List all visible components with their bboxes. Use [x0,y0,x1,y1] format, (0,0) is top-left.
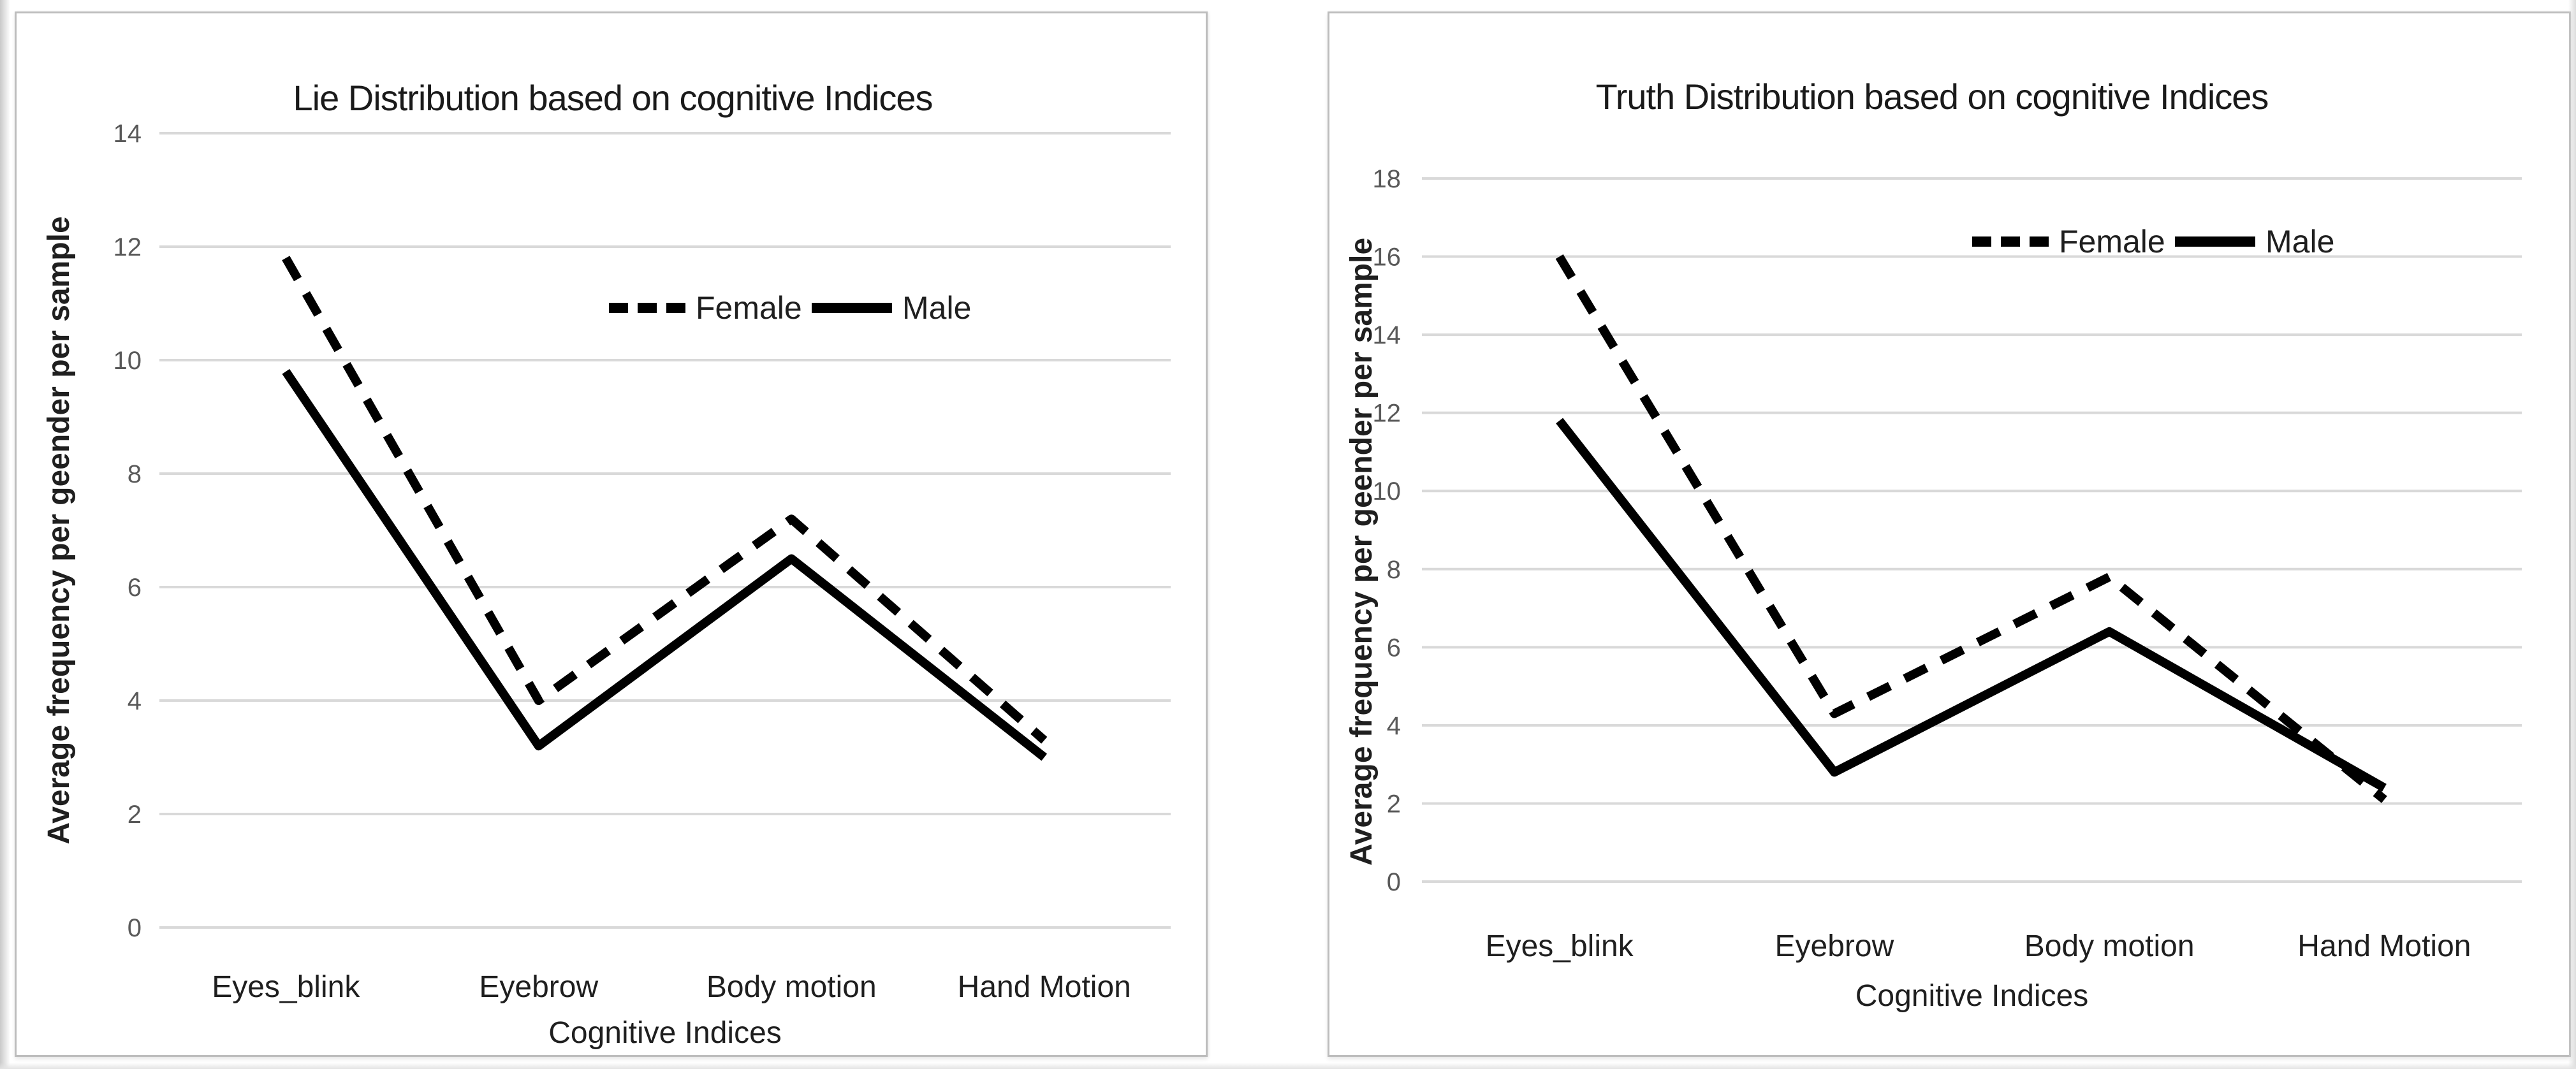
y-tick-label-2: 2 [1387,790,1401,818]
y-tick-label-14: 14 [1373,321,1401,349]
y-tick-label-8: 8 [1387,556,1401,584]
y-axis-title: Average frequency per geender per sample [42,216,76,844]
y-tick-label-4: 4 [1387,712,1401,740]
series-line-male [282,368,1048,761]
truth-distribution-chart-panel: 0 2 4 6 8 10 12 14 16 18 Eyes_blink Eyebrow Body mot… [1328,11,2571,1057]
x-axis-title: Cognitive Indices [548,1016,782,1050]
category-label: Eyes_blink [212,970,360,1004]
legend-label-male: Male [902,290,971,326]
y-tick-label-0: 0 [128,914,142,942]
truth-distribution-chart: 0 2 4 6 8 10 12 14 16 18 Eyes_blink Eyebrow Body mot… [1345,76,2522,1013]
category-label: Eyebrow [479,970,598,1004]
page-left-edge-shadow [0,0,10,1069]
y-tick-label-18: 18 [1373,165,1401,193]
y-tick-label-10: 10 [113,347,142,375]
legend-label-female: Female [696,290,802,326]
category-label: Hand Motion [2297,929,2471,963]
chart-title: Truth Distribution based on cognitive In… [1596,76,2269,117]
y-tick-label-0: 0 [1387,868,1401,896]
y-tick-label-6: 6 [128,574,142,602]
y-tick-label-6: 6 [1387,634,1401,662]
chart-title: Lie Distribution based on cognitive Indi… [293,78,933,118]
y-tick-label-14: 14 [113,120,142,148]
lie-distribution-chart-panel: 0 2 4 6 8 10 12 14 Eyes_blink Eyebrow Body motion H… [15,11,1208,1057]
y-tick-label-4: 4 [128,687,142,715]
series-line-female [1555,254,2387,803]
y-tick-label-12: 12 [113,233,142,261]
series-line-female [282,256,1048,744]
category-label: Eyebrow [1775,929,1894,963]
y-axis-title: Average frequency per geender per sample [1345,238,1379,866]
legend-label-male: Male [2265,224,2334,259]
x-axis-title: Cognitive Indices [1855,979,2089,1013]
lie-distribution-chart: 0 2 4 6 8 10 12 14 Eyes_blink Eyebrow Body motion H… [42,78,1171,1050]
y-tick-label-10: 10 [1373,477,1401,505]
y-tick-label-8: 8 [128,460,142,488]
category-label: Eyes_blink [1486,929,1634,963]
category-label: Hand Motion [958,970,1131,1004]
series-line-male [1556,418,2387,792]
legend-label-female: Female [2059,224,2165,259]
y-tick-label-16: 16 [1373,244,1401,272]
y-tick-label-2: 2 [128,801,142,829]
category-label: Body motion [706,970,877,1004]
y-tick-label-12: 12 [1373,400,1401,428]
category-label: Body motion [2024,929,2195,963]
page-bottom-edge-shadow [0,1063,2576,1069]
